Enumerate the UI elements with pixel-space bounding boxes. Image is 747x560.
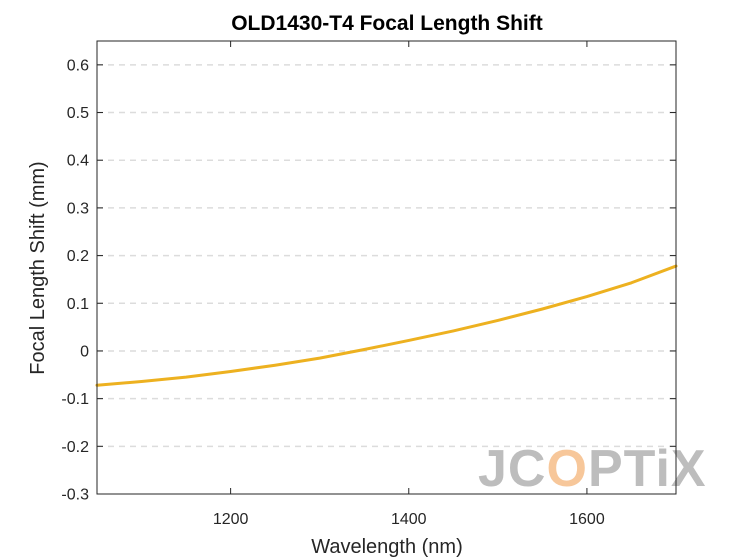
y-tick-label: 0.3: [67, 200, 89, 217]
watermark-text-o: O: [546, 440, 587, 498]
grid-lines: [97, 64, 676, 448]
x-tick-label: 1600: [569, 511, 605, 528]
y-tick-label: 0: [80, 343, 89, 360]
ticks: [97, 41, 676, 495]
y-tick-label: 0.2: [67, 248, 89, 265]
y-tick-label: 0.4: [67, 153, 89, 170]
jcoptix-watermark-logo: JCOPTiX: [478, 440, 707, 498]
watermark-text-jc: JC: [478, 440, 546, 498]
x-tick-label: 1200: [213, 511, 249, 528]
y-tick-label: -0.1: [61, 391, 89, 408]
y-tick-label: 0.6: [67, 57, 89, 74]
y-axis-label: Focal Length Shift (mm): [27, 161, 49, 374]
tick-labels: -0.3 -0.2 -0.1 0 0.1 0.2 0.3 0.4 0.5 0.6 1200 1400 1…: [61, 57, 604, 528]
watermark-text-ptix: PTiX: [588, 440, 707, 498]
x-axis-label: Wavelength (nm): [311, 536, 463, 558]
svg-text:JCOPTiX: JCOPTiX: [478, 440, 707, 498]
axes-box: [96, 40, 677, 495]
y-tick-label: -0.2: [61, 439, 89, 456]
series-line: [95, 264, 678, 387]
y-tick-label: -0.3: [61, 487, 89, 504]
chart-title: OLD1430-T4 Focal Length Shift: [231, 12, 543, 35]
x-tick-label: 1400: [391, 511, 427, 528]
series-layer: [95, 264, 678, 387]
plot-area: [97, 41, 676, 494]
y-tick-label: 0.5: [67, 105, 89, 122]
y-tick-label: 0.1: [67, 296, 89, 313]
